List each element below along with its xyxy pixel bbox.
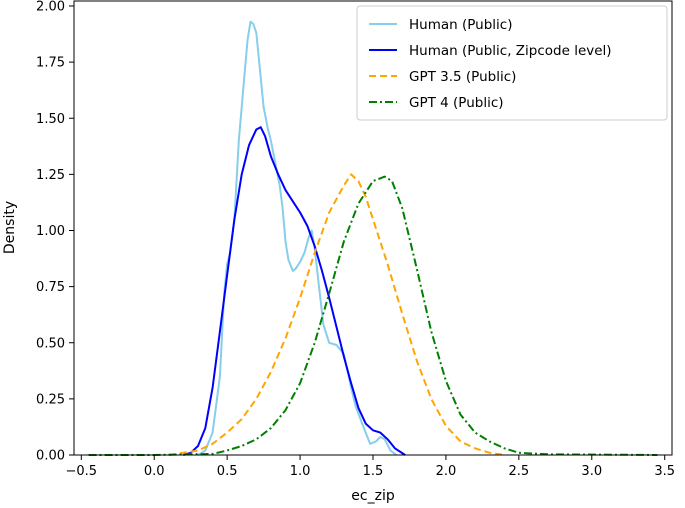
x-tick-label: 1.0 bbox=[290, 464, 311, 479]
y-tick-label: 1.00 bbox=[36, 224, 65, 239]
x-tick-label: −0.5 bbox=[66, 464, 98, 479]
legend-label: Human (Public) bbox=[409, 17, 512, 33]
y-tick-label: 0.50 bbox=[36, 336, 65, 351]
series-line-4 bbox=[88, 175, 658, 456]
x-tick-label: 3.5 bbox=[654, 464, 675, 479]
x-tick-label: 1.5 bbox=[363, 464, 384, 479]
y-tick-label: 1.25 bbox=[36, 168, 65, 183]
legend-label: GPT 3.5 (Public) bbox=[409, 69, 516, 85]
legend-box bbox=[356, 5, 668, 121]
x-tick-label: 0.5 bbox=[217, 464, 238, 479]
x-axis-label: ec_zip bbox=[351, 488, 395, 504]
y-tick-label: 2.00 bbox=[36, 0, 65, 15]
y-tick-label: 0.25 bbox=[36, 392, 65, 407]
x-tick-label: 2.5 bbox=[509, 464, 530, 479]
y-tick-label: 1.50 bbox=[36, 112, 65, 127]
series-line-3 bbox=[168, 173, 505, 456]
y-tick-label: 1.75 bbox=[36, 56, 65, 71]
legend-label: Human (Public, Zipcode level) bbox=[409, 43, 612, 59]
series-line-1 bbox=[197, 20, 397, 456]
y-axis-ticks: 0.00 0.25 0.50 0.75 1.00 1.25 1.50 1.75 2.00 bbox=[36, 0, 74, 464]
x-axis-ticks: −0.5 0.0 0.5 1.0 1.5 2.0 2.5 3.0 3.5 bbox=[66, 455, 675, 479]
series-lines bbox=[88, 20, 658, 456]
y-axis-label: Density bbox=[2, 201, 18, 254]
y-tick-label: 0.75 bbox=[36, 280, 65, 295]
legend: Human (Public) Human (Public, Zipcode lev… bbox=[356, 5, 668, 121]
x-tick-label: 0.0 bbox=[144, 464, 165, 479]
x-tick-label: 3.0 bbox=[581, 464, 602, 479]
y-tick-label: 0.00 bbox=[36, 449, 65, 464]
legend-label: GPT 4 (Public) bbox=[409, 95, 504, 111]
x-tick-label: 2.0 bbox=[436, 464, 457, 479]
series-line-2 bbox=[183, 126, 406, 456]
